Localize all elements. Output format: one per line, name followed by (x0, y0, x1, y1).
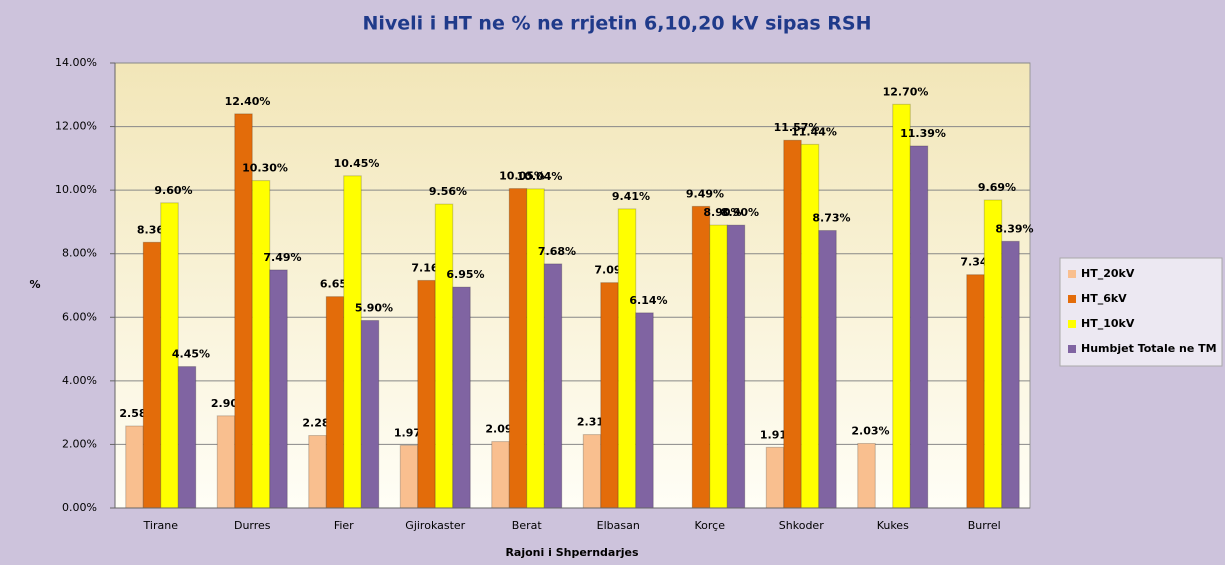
y-tick-label: 14.00% (55, 56, 97, 69)
bar (177, 366, 197, 509)
value-label: 8.39% (995, 222, 1033, 235)
value-label: 7.49% (263, 251, 301, 264)
y-tick-label: 4.00% (62, 374, 97, 387)
legend-swatch (1068, 270, 1076, 278)
x-tick-label: Shkoder (779, 519, 824, 532)
bar (783, 139, 802, 509)
x-tick-label: Korçe (695, 519, 726, 532)
bar (800, 143, 820, 509)
value-label: 8.73% (812, 212, 850, 225)
value-label: 8.90% (721, 206, 759, 219)
value-label: 10.04% (517, 170, 563, 183)
legend-label: HT_10kV (1081, 317, 1135, 330)
bar (818, 230, 837, 509)
bar (1001, 240, 1020, 509)
value-label: 7.68% (538, 245, 576, 258)
y-tick-label: 8.00% (62, 247, 97, 260)
value-label: 6.14% (629, 294, 667, 307)
x-tick-label: Fier (334, 519, 354, 532)
value-label: 10.45% (334, 157, 380, 170)
value-label: 12.70% (883, 85, 929, 98)
x-tick-label: Elbasan (597, 519, 640, 532)
bar (491, 441, 510, 509)
bar (892, 103, 911, 509)
bar (251, 180, 271, 509)
value-label: 2.03% (851, 424, 889, 437)
bar (966, 274, 985, 509)
y-tick-label: 12.00% (55, 120, 97, 133)
value-label: 11.39% (900, 127, 946, 140)
bar (452, 286, 471, 509)
bar (360, 319, 380, 509)
legend-label: HT_6kV (1081, 292, 1127, 305)
bar (983, 199, 1003, 509)
value-label: 6.95% (446, 268, 484, 281)
bar (635, 312, 654, 509)
bar (508, 188, 528, 509)
bar (857, 442, 876, 509)
y-tick-label: 2.00% (62, 437, 97, 450)
bar (417, 279, 436, 509)
x-tick-label: Kukes (877, 519, 909, 532)
legend-swatch (1068, 345, 1076, 353)
bar (617, 208, 637, 509)
bar (216, 415, 236, 509)
bar (343, 175, 362, 509)
value-label: 10.05% (499, 170, 545, 183)
bar (434, 203, 454, 509)
value-label: 5.90% (355, 301, 393, 314)
y-axis-title: % (29, 278, 40, 291)
value-label: 9.56% (429, 185, 467, 198)
legend-swatch (1068, 320, 1076, 328)
value-label: 10.30% (242, 162, 288, 175)
x-tick-label: Gjirokaster (405, 519, 465, 532)
bar (709, 224, 728, 509)
bar (308, 435, 327, 509)
x-tick-label: Durres (234, 519, 271, 532)
y-tick-label: 6.00% (62, 310, 97, 323)
y-tick-label: 10.00% (55, 183, 97, 196)
bar (909, 145, 929, 509)
bar (726, 224, 746, 509)
bar (269, 269, 288, 509)
x-tick-label: Tirane (143, 519, 179, 532)
legend-box (1059, 257, 1223, 367)
bar (600, 282, 619, 509)
value-label: 9.41% (612, 190, 650, 203)
bar (399, 444, 419, 509)
value-label: 4.45% (172, 348, 210, 361)
legend-label: HT_20kV (1081, 267, 1135, 280)
bar (142, 241, 162, 509)
legend-swatch (1068, 295, 1076, 303)
value-label: 11.44% (791, 125, 837, 138)
bar (526, 188, 545, 509)
value-label: 11.57% (774, 121, 820, 134)
bar (125, 425, 144, 509)
y-tick-label: 0.00% (62, 501, 97, 514)
value-label: 9.69% (978, 181, 1016, 194)
x-axis-title: Rajoni i Shperndarjes (505, 546, 639, 559)
bar (691, 205, 711, 509)
chart-title: Niveli i HT ne % ne rrjetin 6,10,20 kV s… (362, 13, 871, 35)
bar (765, 446, 785, 509)
value-label: 8.90% (703, 206, 741, 219)
value-label: 9.49% (686, 187, 724, 200)
bar (543, 263, 563, 509)
value-label: 9.60% (154, 184, 192, 197)
bar (325, 296, 345, 509)
x-tick-label: Burrel (968, 519, 1001, 532)
bar (582, 434, 602, 509)
value-label: 12.40% (225, 95, 271, 108)
legend-label: Humbjet Totale ne TM (1081, 342, 1217, 355)
x-tick-label: Berat (512, 519, 543, 532)
